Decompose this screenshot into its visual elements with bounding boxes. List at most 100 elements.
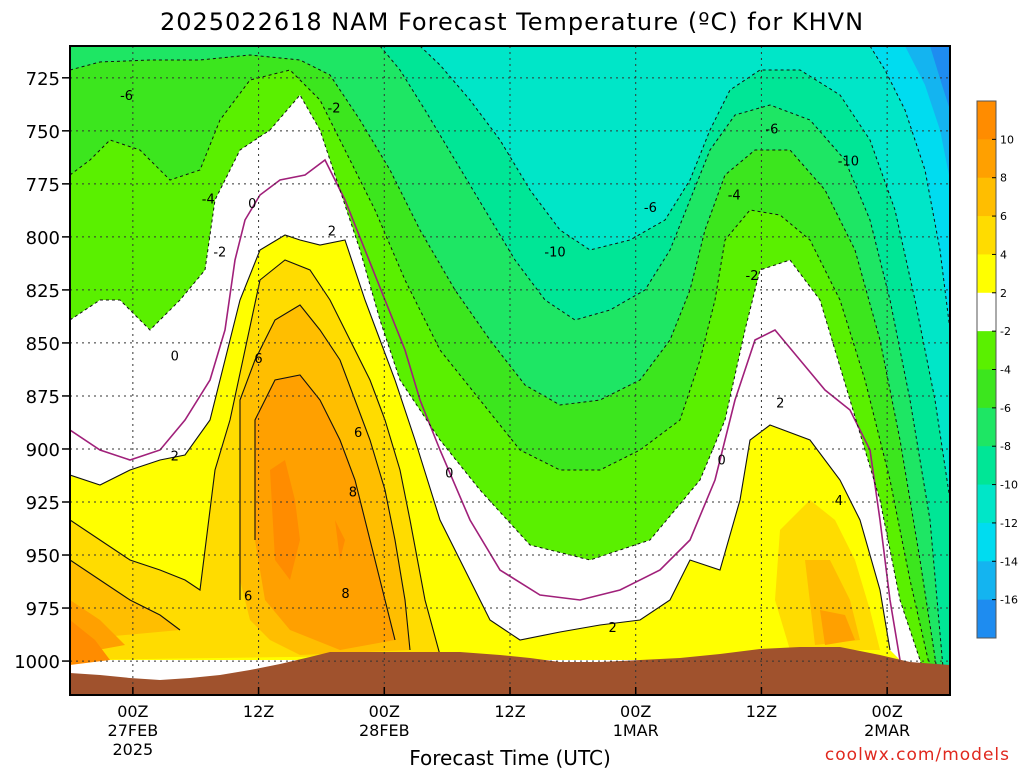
colorbar-label: 4: [1000, 248, 1007, 261]
colorbar-label: -12: [1000, 517, 1018, 530]
colorbar-label: -8: [1000, 440, 1011, 453]
colorbar-label: -4: [1000, 364, 1011, 377]
colorbar-label: 6: [1000, 210, 1007, 223]
contour-label: -6: [120, 89, 133, 104]
x-axis-label: Forecast Time (UTC): [409, 746, 611, 768]
y-tick-label: 975: [26, 599, 60, 620]
colorbar-segment: [977, 407, 996, 447]
contour-label: 6: [244, 589, 252, 604]
contour-label: -4: [202, 193, 215, 208]
contour-label: 2: [328, 225, 336, 240]
x-tick-label: 00Z: [871, 702, 902, 721]
colorbar-label: -14: [1000, 555, 1018, 568]
contour-labels: -6 -2 -4 0 -2 2 0 6 2 6 8 8 6 0 -10 -6 -4 -6 -10 -2 2 0 4 2: [120, 89, 859, 636]
band-above-10: [70, 460, 345, 665]
contour-label: -10: [838, 155, 859, 170]
y-tick-label: 925: [26, 493, 60, 514]
zero-isotherm-line: [70, 158, 901, 661]
colorbar-segment: [977, 522, 996, 562]
contour-label: -6: [765, 123, 778, 138]
chart-title: 2025022618 NAM Forecast Temperature (ºC)…: [160, 8, 864, 36]
contour-label: -10: [544, 246, 565, 261]
x-tick-label: 12Z: [494, 702, 525, 721]
colorbar-segment: [977, 292, 996, 332]
isotherm-neg2: [70, 94, 931, 691]
colorbar-segment: [977, 139, 996, 179]
isotherm-neg12: [869, 46, 950, 331]
colorbar-segment: [977, 446, 996, 486]
isotherm-neg10: [419, 46, 950, 501]
y-tick-label: 775: [26, 175, 60, 196]
y-tick-label: 750: [26, 122, 60, 143]
y-tick-label: 1000: [14, 652, 60, 673]
isotherm-neg4: [70, 69, 936, 691]
isotherm-8: [254, 374, 396, 641]
colorbar-segment: [977, 331, 996, 370]
colorbar-label: -10: [1000, 479, 1018, 492]
contour-label: 2: [609, 621, 617, 636]
band-neg14-to-neg12: [870, 46, 950, 330]
x-tick-year-label: 2025: [112, 740, 153, 759]
colorbar-segment: [977, 177, 996, 217]
x-tick-label: 00Z: [620, 702, 651, 721]
contour-label: 8: [341, 587, 349, 602]
colorbar-segment: [977, 254, 996, 294]
band-neg12-to-neg10: [420, 46, 950, 500]
band-neg6-to-neg4: [70, 46, 950, 690]
x-tick-label: 12Z: [243, 702, 274, 721]
contour-label: 0: [248, 197, 256, 212]
credit-text: coolwx.com/models: [825, 745, 1010, 765]
contour-label: 2: [171, 449, 179, 464]
colorbar-label: 8: [1000, 172, 1007, 185]
colorbar-segment: [977, 484, 996, 524]
y-tick-label: 950: [26, 546, 60, 567]
contour-label: -2: [328, 102, 341, 117]
colorbar-label: -16: [1000, 594, 1018, 607]
colorbar-label: 2: [1000, 287, 1007, 300]
colorbar-label: -6: [1000, 402, 1011, 415]
colorbar-segment: [977, 599, 996, 639]
colorbar-label: 10: [1000, 133, 1014, 146]
colorbar-segment: [977, 216, 996, 255]
x-tick-date-label: 2MAR: [864, 721, 910, 740]
colorbar-label: -2: [1000, 325, 1011, 338]
x-tick-date-label: 28FEB: [359, 721, 410, 740]
contour-label: 0: [171, 350, 179, 365]
band-neg16-to-neg14: [905, 46, 950, 180]
x-tick-label: 00Z: [117, 702, 148, 721]
contour-label: 6: [254, 352, 262, 367]
isotherm-4: [70, 259, 441, 656]
contour-label: 8: [349, 485, 357, 500]
y-tick-label: 800: [26, 228, 60, 249]
contour-label: -6: [644, 201, 657, 216]
contour-label: -2: [746, 269, 759, 284]
x-tick-label: 12Z: [746, 702, 777, 721]
isotherm-2: [70, 234, 891, 651]
y-axis: 725 750 775 800 825 850 875 900 925 950 975 1000: [14, 69, 70, 673]
contour-label: 0: [717, 454, 725, 469]
contour-label: 4: [835, 494, 843, 509]
contour-label: 2: [776, 396, 784, 411]
y-tick-label: 725: [26, 69, 60, 90]
colorbar-legend: 10 8 6 4 2 -2 -4 -6 -8 -10 -12 -14 -16: [976, 100, 1018, 639]
x-tick-date-label: 27FEB: [108, 721, 159, 740]
colorbar-segment: [977, 369, 996, 409]
contour-label: 0: [445, 466, 453, 481]
isotherm-6: [70, 304, 411, 651]
colorbar-segment: [977, 101, 996, 140]
contour-label: 6: [354, 426, 362, 441]
x-tick-date-label: 1MAR: [613, 721, 659, 740]
x-tick-label: 00Z: [369, 702, 400, 721]
band-8-to-10: [70, 375, 855, 655]
isotherm-neg6: [70, 54, 941, 691]
contour-label: -4: [728, 188, 741, 203]
colorbar-segment: [977, 561, 996, 601]
y-tick-label: 850: [26, 334, 60, 355]
y-tick-label: 900: [26, 440, 60, 461]
band-neg10-to-neg8: [380, 46, 950, 690]
grid: [70, 46, 950, 695]
y-tick-label: 875: [26, 387, 60, 408]
